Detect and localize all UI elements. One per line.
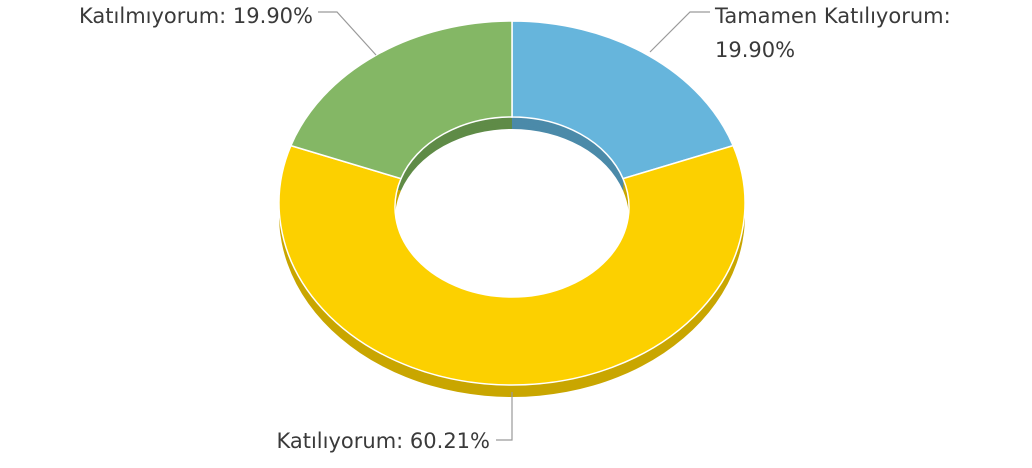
category: Katılmıyorum: <box>79 4 226 28</box>
slice-label: Katılıyorum: 60.21% <box>276 429 490 453</box>
slice-value-label: 19.90% <box>715 38 795 62</box>
leader-line <box>649 11 710 53</box>
leader-line <box>496 392 513 441</box>
value-label: 60.21% <box>410 429 490 453</box>
slice <box>289 20 513 180</box>
slice-label: Tamamen Katılıyorum: <box>714 4 951 28</box>
slice-label: Katılmıyorum: 19.90% <box>79 4 313 28</box>
value-label: 19.90% <box>233 4 313 28</box>
donut-tops <box>278 20 746 386</box>
slice <box>278 144 746 386</box>
slice <box>511 20 735 180</box>
leader-line <box>318 11 377 56</box>
category: Katılıyorum: <box>276 429 403 453</box>
